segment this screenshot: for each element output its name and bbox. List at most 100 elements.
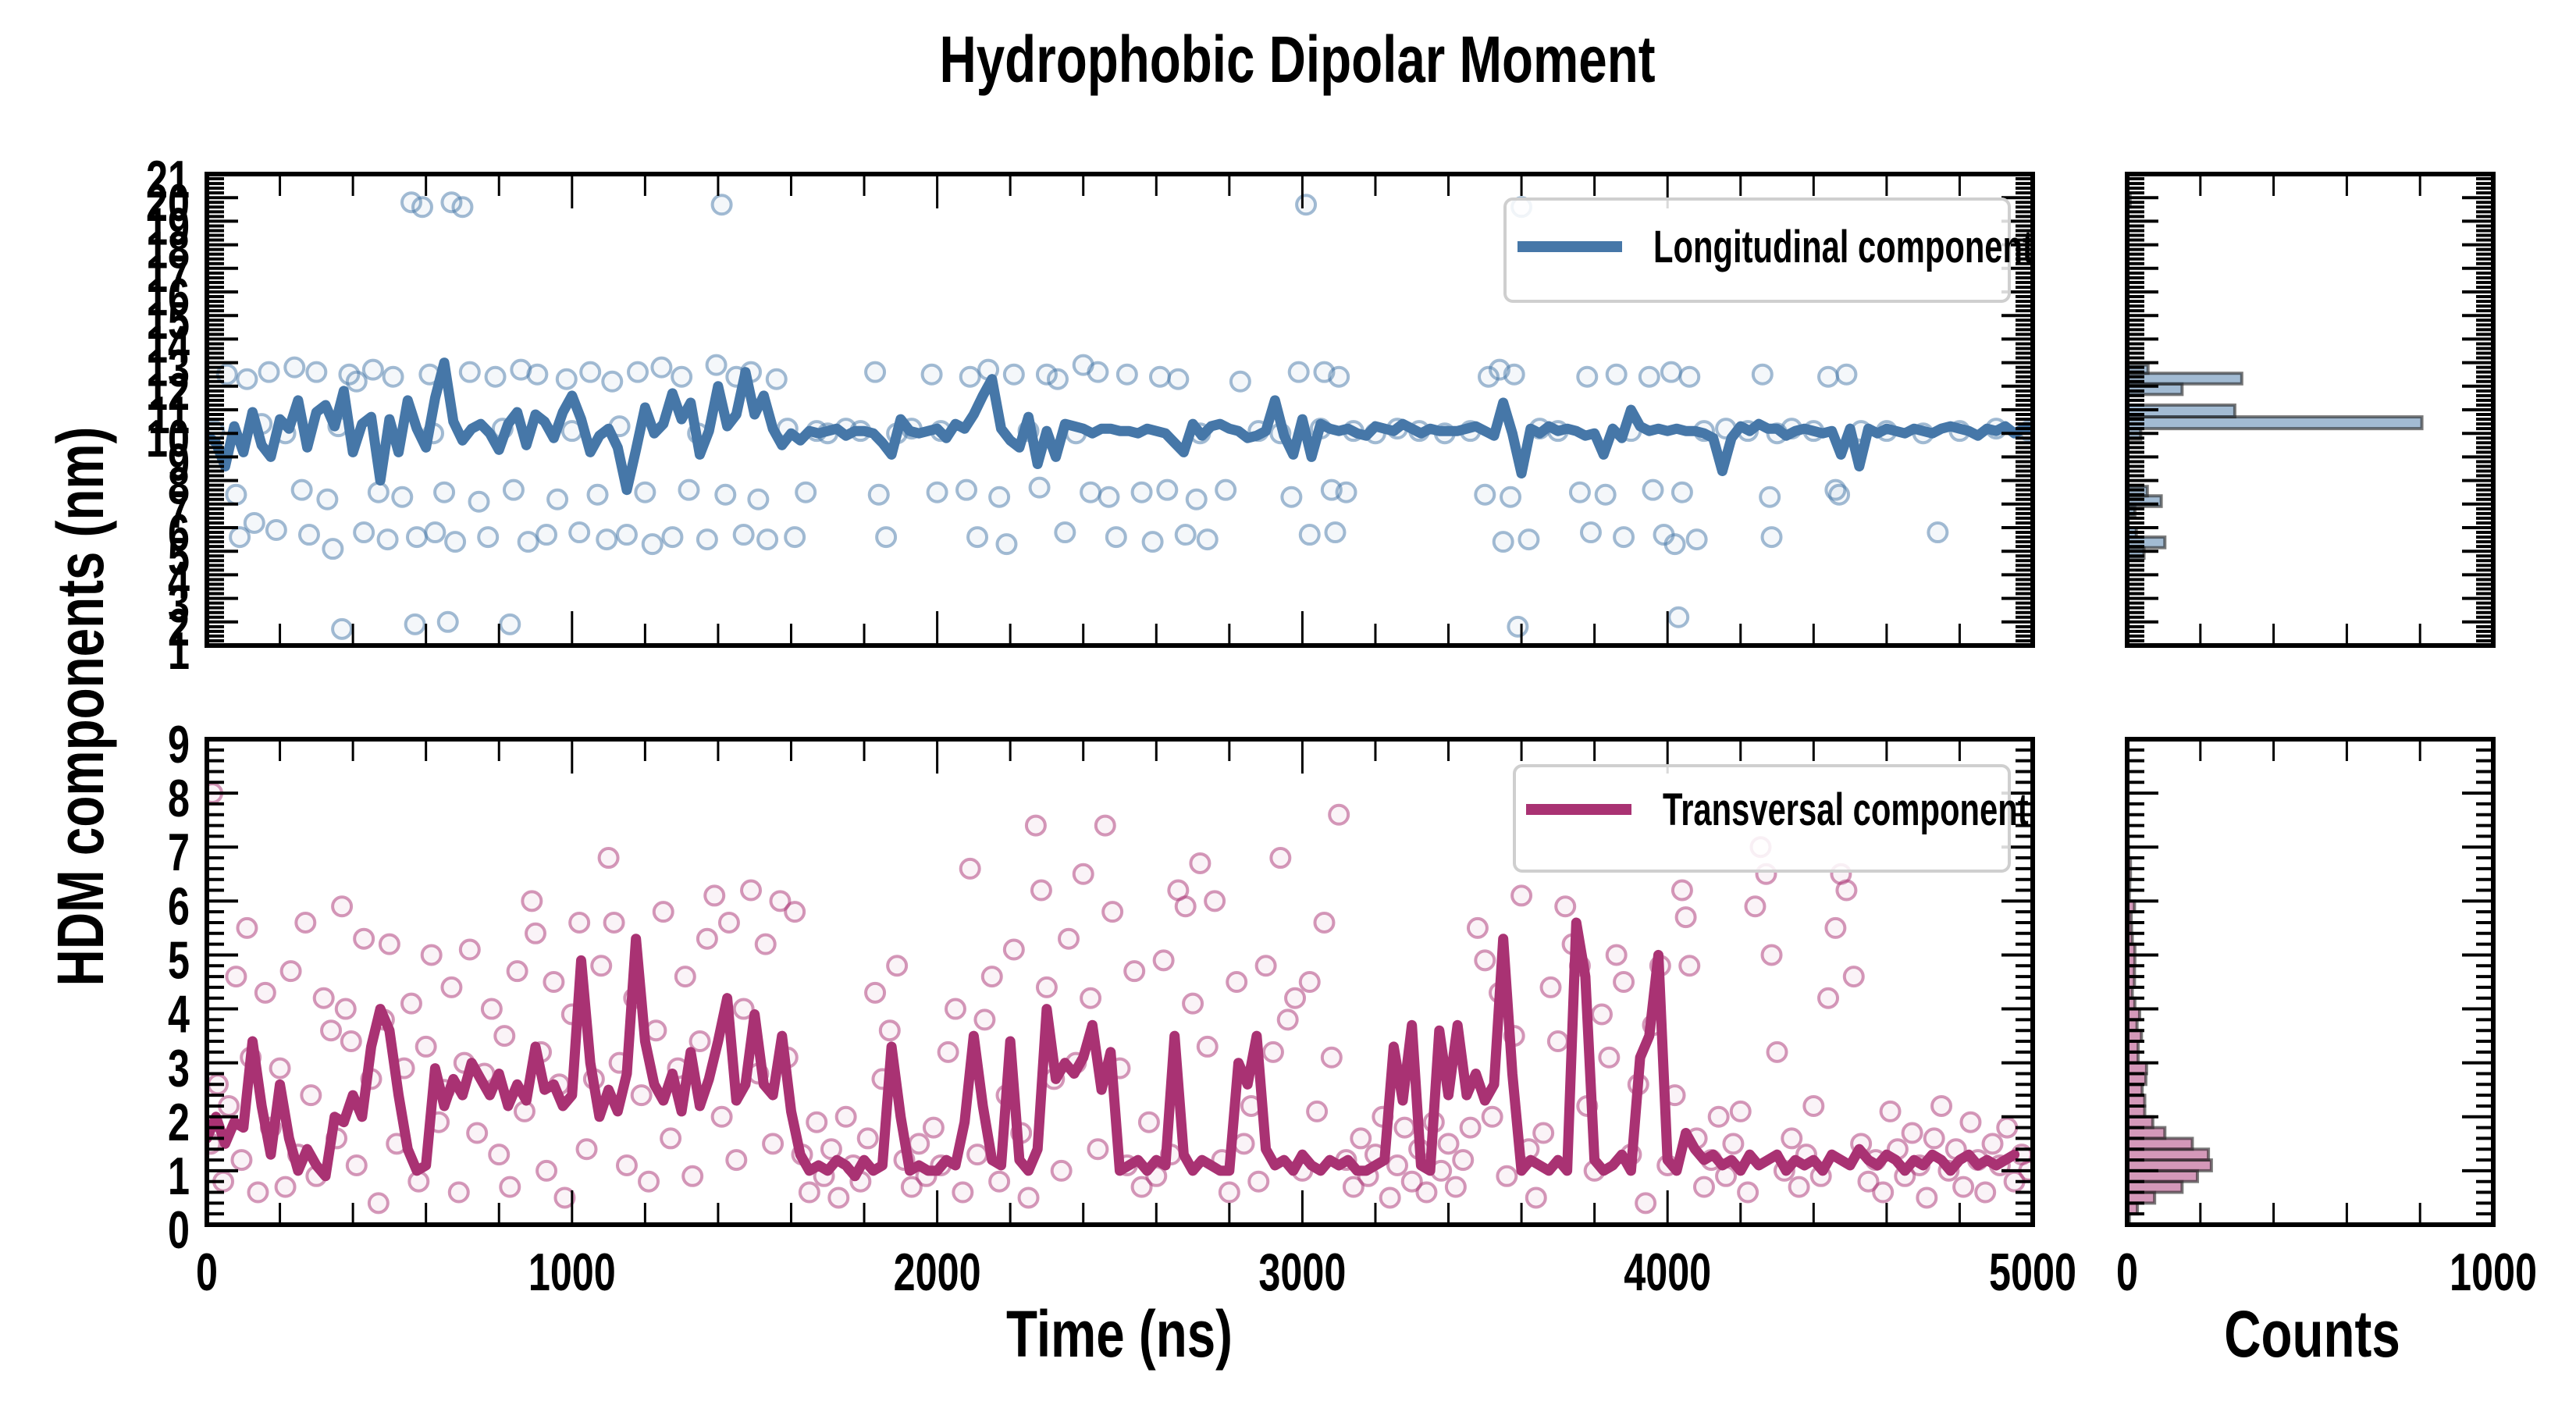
scatter-point bbox=[1324, 521, 1347, 544]
scatter-point bbox=[596, 528, 618, 551]
scatter-point bbox=[952, 1181, 974, 1204]
x-tick-label: 4000 bbox=[1624, 1243, 1711, 1302]
scatter-point bbox=[1678, 365, 1701, 388]
scatter-point bbox=[747, 488, 770, 510]
scatter-point bbox=[265, 519, 287, 542]
scatter-point bbox=[601, 370, 624, 393]
scatter-point bbox=[1605, 944, 1628, 966]
scatter-point bbox=[1638, 365, 1660, 388]
chart-title: Hydrophobic Dipolar Moment bbox=[939, 23, 1655, 96]
scatter-point bbox=[1105, 526, 1127, 549]
scatter-point bbox=[1196, 1035, 1219, 1058]
scatter-point bbox=[1546, 1030, 1569, 1053]
y-tick-label: 2 bbox=[168, 1092, 190, 1151]
scatter-point bbox=[1050, 1159, 1073, 1182]
scatter-point bbox=[526, 363, 549, 386]
scatter-point bbox=[1002, 938, 1025, 961]
scatter-point bbox=[1722, 1133, 1745, 1155]
x-tick-label: 1000 bbox=[528, 1243, 616, 1302]
scatter-point bbox=[1952, 1176, 1975, 1198]
scatter-point bbox=[590, 955, 613, 977]
scatter-point bbox=[980, 966, 1003, 988]
scatter-point bbox=[710, 1105, 733, 1128]
scatter-point bbox=[806, 1111, 828, 1133]
scatter-point bbox=[696, 528, 718, 551]
scatter-point bbox=[1386, 1154, 1409, 1176]
histogram-bar bbox=[2126, 1072, 2147, 1087]
scatter-point bbox=[1247, 1170, 1270, 1193]
scatter-point bbox=[725, 1149, 748, 1172]
scatter-point bbox=[627, 361, 649, 383]
scatter-point bbox=[546, 488, 569, 510]
histogram-bar bbox=[2126, 1136, 2194, 1151]
scatter-point bbox=[1981, 1133, 2004, 1155]
y-axis-label: HDM components (nm) bbox=[44, 427, 117, 987]
scatter-point bbox=[1670, 481, 1693, 503]
scatter-point bbox=[484, 365, 507, 388]
scatter-point bbox=[535, 524, 558, 546]
scatter-point bbox=[1393, 1116, 1416, 1139]
scatter-point bbox=[1280, 486, 1303, 508]
scatter-point bbox=[320, 1019, 343, 1042]
scatter-point bbox=[650, 356, 673, 379]
scatter-point bbox=[543, 971, 565, 993]
scatter-point bbox=[756, 528, 779, 551]
scatter-point bbox=[279, 960, 302, 983]
scatter-point bbox=[1215, 478, 1237, 501]
y-tick-label: 7 bbox=[168, 479, 190, 539]
scatter-point bbox=[382, 365, 404, 388]
scatter-point bbox=[681, 1165, 704, 1187]
scatter-point bbox=[1613, 971, 1635, 993]
histogram-bar bbox=[2126, 1061, 2148, 1076]
plot-area bbox=[207, 782, 2033, 1215]
scatter-point bbox=[1707, 1105, 1730, 1128]
scatter-point bbox=[937, 1040, 959, 1063]
histogram-bar bbox=[2126, 1115, 2154, 1129]
scatter-point bbox=[1350, 1127, 1372, 1150]
scatter-point bbox=[1101, 901, 1124, 923]
scatter-point bbox=[1692, 1176, 1715, 1198]
scatter-point bbox=[378, 933, 400, 955]
scatter-point bbox=[652, 901, 674, 923]
scatter-point bbox=[586, 483, 609, 506]
scatter-point bbox=[1298, 971, 1321, 993]
scatter-point bbox=[1817, 987, 1840, 1009]
scatter-point bbox=[1452, 1149, 1475, 1172]
scatter-point bbox=[1174, 895, 1197, 918]
scatter-point bbox=[784, 526, 806, 549]
scatter-point bbox=[294, 911, 317, 934]
scatter-point bbox=[1218, 1181, 1240, 1204]
scatter-point bbox=[1605, 363, 1628, 386]
scatter-point bbox=[1306, 1100, 1329, 1122]
scatter-point bbox=[944, 998, 966, 1020]
scatter-point bbox=[1254, 955, 1277, 977]
y-tick-label: 13 bbox=[146, 338, 190, 397]
y-tick-label: 15 bbox=[146, 291, 190, 350]
scatter-point bbox=[1974, 1181, 1997, 1204]
scatter-point bbox=[1759, 486, 1781, 508]
legend-transversal: Transversal component bbox=[1513, 764, 2029, 873]
scatter-point bbox=[1828, 483, 1851, 506]
scatter-point bbox=[1035, 363, 1058, 386]
scatter-point bbox=[920, 363, 943, 386]
y-tick-label: 14 bbox=[146, 315, 190, 374]
scatter-point bbox=[1660, 361, 1682, 383]
x-tick-label: 0 bbox=[2116, 1243, 2138, 1302]
scatter-point bbox=[400, 992, 422, 1015]
scatter-point bbox=[1094, 814, 1116, 837]
scatter-point bbox=[1579, 521, 1602, 544]
scatter-point bbox=[1320, 1046, 1343, 1069]
scatter-point bbox=[367, 1192, 390, 1215]
scatter-point bbox=[1087, 1138, 1109, 1161]
y-tick-label: 10 bbox=[146, 409, 190, 468]
scatter-point bbox=[420, 944, 443, 966]
scatter-point bbox=[1766, 1040, 1788, 1063]
y-tick-label: 18 bbox=[146, 220, 190, 279]
scatter-point bbox=[597, 847, 620, 870]
scatter-point bbox=[827, 1186, 850, 1209]
scatter-point bbox=[215, 363, 238, 386]
scatter-point bbox=[1130, 481, 1153, 503]
scatter-point bbox=[875, 526, 898, 549]
